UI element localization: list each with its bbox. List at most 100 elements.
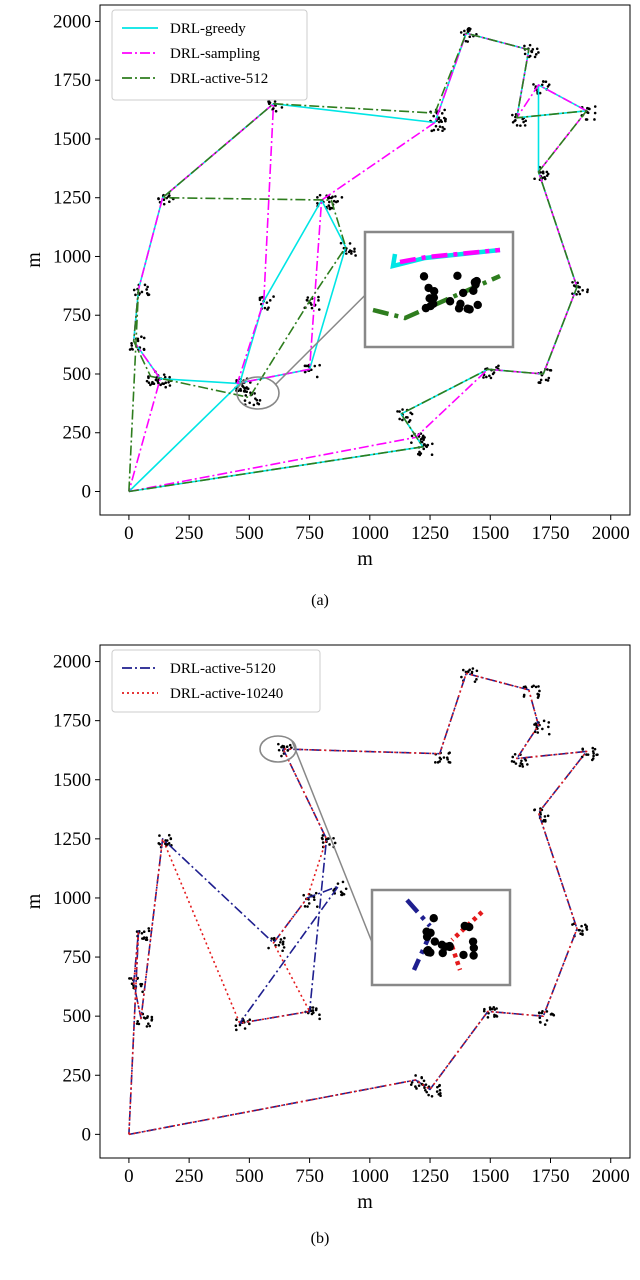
cluster-point: [245, 386, 248, 389]
cluster-point: [145, 292, 149, 295]
cluster-point: [468, 27, 472, 31]
cluster-point: [315, 375, 319, 379]
inset-path-segment: [450, 910, 484, 942]
cluster-point: [132, 288, 136, 292]
cluster-point: [431, 442, 434, 446]
cluster-point: [327, 204, 331, 207]
cluster-point: [416, 452, 420, 456]
cluster-point: [549, 1013, 553, 1016]
cluster-point: [577, 928, 581, 932]
x-tick-label: 0: [124, 523, 134, 544]
cluster-point: [136, 1019, 140, 1023]
cluster-point: [130, 982, 134, 986]
cluster-point: [128, 348, 132, 351]
cluster-point: [273, 100, 277, 103]
cluster-point: [327, 196, 331, 200]
cluster-point: [303, 370, 307, 374]
cluster-point: [514, 762, 518, 765]
cluster-point: [248, 1022, 251, 1026]
cluster-point: [147, 927, 151, 930]
cluster-point: [427, 1085, 431, 1088]
cluster-point: [279, 938, 283, 941]
cluster-point: [536, 731, 540, 734]
inset-cluster-point: [430, 937, 440, 946]
inset-cluster-point: [469, 286, 478, 295]
x-axis-label: m: [357, 1191, 373, 1213]
x-tick-label: 750: [295, 1166, 324, 1187]
cluster-point: [285, 745, 289, 749]
cluster-point: [321, 841, 325, 844]
cluster-point: [419, 432, 423, 435]
cluster-point: [547, 721, 551, 724]
cluster-point: [539, 807, 542, 810]
cluster-point: [551, 1013, 555, 1016]
cluster-point: [318, 1017, 321, 1021]
cluster-point: [281, 942, 285, 946]
cluster-point: [145, 379, 149, 383]
cluster-point: [443, 127, 446, 131]
cluster-point: [533, 177, 536, 181]
cluster-point: [581, 929, 584, 933]
cluster-point: [546, 172, 550, 176]
inset-cluster-point: [460, 921, 469, 931]
inset-cluster-point: [429, 287, 439, 296]
cluster-point: [490, 1007, 494, 1011]
subfigure-caption: (a): [311, 592, 329, 609]
cluster-point: [475, 678, 478, 681]
cluster-point: [154, 378, 158, 382]
y-tick-label: 250: [63, 423, 92, 444]
cluster-point: [447, 752, 451, 755]
inset-cluster-point: [421, 303, 431, 313]
y-tick-label: 250: [63, 1065, 92, 1086]
cluster-point: [544, 80, 548, 84]
cluster-point: [440, 120, 444, 124]
cluster-point: [168, 375, 171, 379]
cluster-point: [248, 1018, 252, 1021]
cluster-point: [593, 105, 597, 108]
cluster-point: [396, 410, 399, 413]
cluster-point: [260, 296, 263, 299]
cluster-point: [146, 285, 149, 289]
cluster-point: [169, 837, 173, 840]
cluster-point: [147, 1022, 150, 1026]
cluster-point: [167, 381, 170, 384]
cluster-point: [485, 375, 488, 379]
cluster-point: [162, 382, 166, 386]
cluster-point: [441, 129, 444, 133]
series-line-1: [128, 32, 588, 493]
cluster-point: [303, 905, 307, 908]
cluster-point: [473, 680, 477, 683]
inset-path-segment: [405, 898, 432, 928]
cluster-point: [544, 820, 547, 823]
cluster-point: [163, 375, 167, 379]
cluster-point: [513, 753, 517, 756]
cluster-point: [419, 452, 423, 455]
cluster-point: [140, 931, 144, 935]
legend-label: DRL-active-512: [170, 71, 268, 87]
cluster-point: [318, 1013, 321, 1017]
cluster-point: [466, 40, 470, 43]
cluster-point: [592, 752, 595, 755]
cluster-point: [239, 389, 243, 392]
cluster-point: [316, 201, 319, 205]
cluster-point: [423, 436, 426, 439]
cluster-point: [464, 670, 468, 674]
cluster-point: [590, 758, 594, 762]
legend-label: DRL-sampling: [170, 46, 260, 62]
cluster-point: [522, 693, 526, 697]
cluster-point: [332, 836, 335, 840]
x-tick-label: 1750: [532, 1166, 570, 1187]
cluster-point: [538, 91, 542, 95]
series-line-2: [128, 32, 588, 493]
cluster-point: [523, 44, 526, 48]
x-tick-label: 1500: [471, 1166, 509, 1187]
cluster-point: [136, 337, 140, 341]
cluster-point: [585, 753, 588, 756]
cluster-point: [495, 365, 498, 369]
cluster-point: [336, 882, 340, 885]
cluster-point: [332, 199, 336, 203]
cluster-point: [543, 1023, 547, 1026]
x-axis-label: m: [357, 548, 373, 570]
cluster-point: [532, 83, 535, 86]
y-tick-label: 1750: [53, 711, 91, 732]
